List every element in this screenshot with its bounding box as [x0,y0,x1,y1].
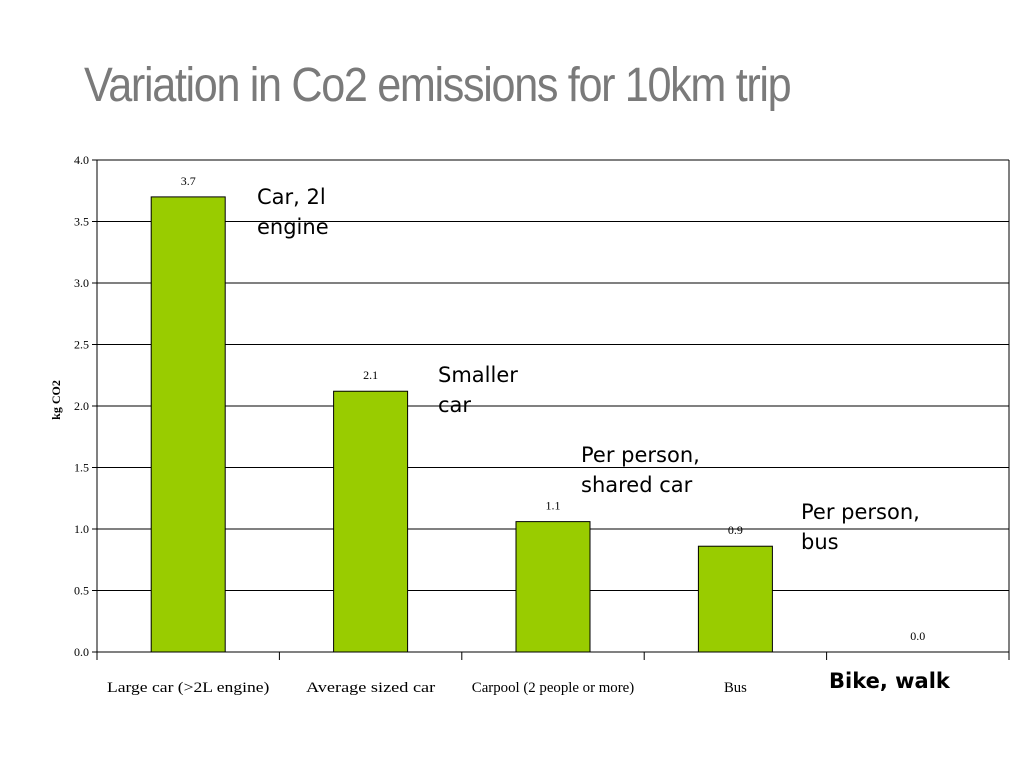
x-category-label: Large car (>2L engine) [107,680,269,696]
x-category-label: Carpool (2 people or more) [472,680,634,696]
y-tick-label: 2.0 [74,399,89,413]
y-axis-label: kg CO2 [49,380,63,420]
annotation-bike-walk: Bike, walk [829,669,950,693]
y-tick-label: 3.0 [74,276,89,290]
bar [697,545,773,653]
x-category-label: Bus [724,680,747,696]
y-tick-label: 1.5 [74,461,89,475]
data-label: 0.0 [910,629,925,643]
data-label: 0.9 [728,523,743,537]
bar [150,196,226,653]
x-category-label: Average sized car [306,680,435,696]
annotation-large-car: Car, 2l engine [257,185,329,239]
bar [515,521,591,653]
bar [333,390,409,653]
data-label: 2.1 [363,368,378,382]
slide-title: Variation in Co2 emissions for 10km trip [84,59,792,112]
y-tick-label: 3.5 [74,215,89,229]
annotation-bus: Per person, bus [801,500,920,554]
data-label: 1.1 [546,499,561,513]
y-tick-label: 2.5 [74,338,89,352]
data-label: 3.7 [181,174,196,188]
y-tick-label: 1.0 [74,522,89,536]
annotation-average-car: Smaller car [438,363,518,417]
annotation-carpool: Per person, shared car [581,443,700,497]
y-tick-label: 4.0 [74,153,89,167]
y-tick-label: 0.0 [74,645,89,659]
y-tick-label: 0.5 [74,584,89,598]
